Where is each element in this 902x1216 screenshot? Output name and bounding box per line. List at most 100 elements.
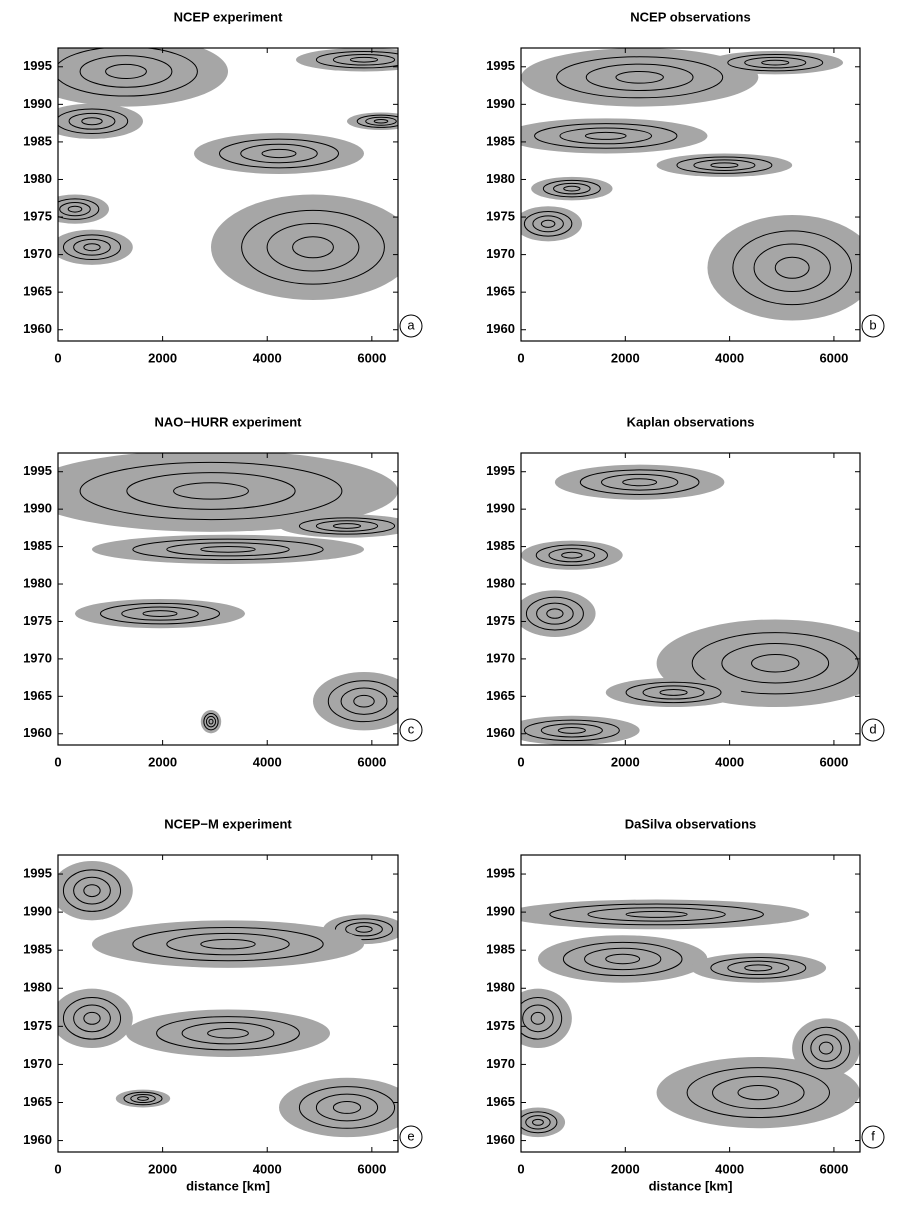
contour-line: [123, 1091, 163, 1106]
contour-line: [556, 56, 724, 99]
shaded-region: [521, 206, 583, 242]
shaded-region: [521, 988, 572, 1049]
contour-line: [642, 685, 705, 700]
contour-line: [521, 1111, 558, 1134]
x-tick-label: 4000: [715, 1161, 744, 1176]
y-tick-label: 1995: [23, 865, 52, 880]
y-tick-label: 1980: [486, 171, 515, 186]
y-tick-label: 1990: [23, 501, 52, 516]
contour-line: [355, 925, 373, 933]
contour-line: [587, 907, 726, 922]
x-tick-label: 6000: [357, 350, 386, 365]
contour-line: [540, 219, 556, 228]
panel-title: DaSilva observations: [625, 816, 757, 831]
contour-line: [753, 243, 831, 292]
shading: [58, 48, 398, 300]
panel-label-circle: [861, 1125, 885, 1149]
contour-line: [345, 922, 383, 937]
contour-line: [523, 719, 620, 742]
contour-line: [712, 1076, 805, 1110]
contour-line: [137, 1096, 149, 1101]
plot-frame: [57, 47, 399, 342]
contour-line: [732, 230, 853, 306]
contour-line: [553, 182, 591, 195]
contour-line: [744, 964, 773, 972]
shaded-region: [313, 672, 398, 731]
contour-line: [659, 689, 688, 696]
y-tick-label: 1965: [23, 1094, 52, 1109]
panel: NCEP observations 1960 1965 1970 1975 1980 198…: [486, 9, 885, 365]
x-tick-label: 2000: [611, 350, 640, 365]
contour-line: [751, 653, 800, 673]
shading: [521, 48, 860, 321]
contour-line: [691, 632, 859, 695]
shaded-region: [211, 194, 398, 300]
shading: [521, 464, 860, 745]
x-tick-label: 2000: [611, 1161, 640, 1176]
contour-line: [121, 606, 199, 621]
shading: [521, 899, 860, 1138]
contour-line: [710, 956, 807, 979]
contour-line: [727, 960, 790, 976]
y-tick-label: 1990: [486, 904, 515, 919]
contour-line: [625, 681, 722, 704]
contour-line: [625, 910, 688, 918]
y-tick-label: 1975: [486, 1018, 515, 1033]
contour-line: [58, 108, 129, 135]
contour-line: [373, 118, 389, 124]
y-tick-label: 1975: [23, 1018, 52, 1033]
panel-label-circle: [861, 314, 885, 338]
contour-line: [126, 472, 296, 510]
contour-line: [67, 205, 83, 213]
panel-label-circle: [399, 1125, 423, 1149]
contour-line: [332, 1101, 362, 1114]
contour-line: [100, 602, 220, 625]
panel-label: d: [869, 721, 876, 736]
y-tick-label: 1980: [486, 980, 515, 995]
y-tick-label: 1990: [23, 904, 52, 919]
panel-label: f: [871, 1128, 875, 1143]
panel-label-circle: [399, 718, 423, 742]
y-tick-label: 1985: [486, 133, 515, 148]
panel: NAO−HURR experiment 1960 1965 1970 1975 1980 1…: [23, 414, 423, 769]
contour-line: [522, 1004, 554, 1033]
contour-line: [721, 643, 830, 684]
plot-frame: [520, 854, 861, 1153]
x-tick-label: 4000: [253, 1161, 282, 1176]
panel: NCEP−M experiment 1960 1965 1970 1975 1980 198…: [23, 816, 423, 1193]
y-tick-label: 1990: [23, 96, 52, 111]
y-tick-label: 1985: [23, 942, 52, 957]
contour-line: [156, 1016, 300, 1051]
panel-label: b: [869, 317, 876, 332]
shaded-region: [58, 103, 143, 139]
plot-frame: [57, 854, 399, 1153]
panel-label: c: [408, 721, 415, 736]
y-tick-label: 1980: [23, 980, 52, 995]
contour-line: [62, 997, 122, 1040]
x-tick-label: 6000: [819, 350, 848, 365]
panel-title: NCEP−M experiment: [164, 816, 292, 831]
contour-line: [315, 51, 398, 69]
y-tick-label: 1970: [486, 650, 515, 665]
y-tick-label: 1985: [486, 942, 515, 957]
contour-line: [579, 469, 700, 495]
x-tick-label: 6000: [357, 1161, 386, 1176]
y-tick-label: 1995: [486, 463, 515, 478]
y-tick-label: 1975: [23, 208, 52, 223]
contour-line: [584, 131, 627, 140]
panel-title: NCEP experiment: [174, 9, 284, 24]
shaded-region: [58, 988, 133, 1049]
contour-line: [261, 148, 297, 159]
contour-line: [535, 544, 608, 566]
contour-line: [132, 926, 324, 962]
y-tick-label: 1960: [23, 1132, 52, 1147]
panel: DaSilva observations 1960 1965 1970 1975 1980…: [486, 816, 885, 1193]
contour-line: [130, 1094, 156, 1104]
contour-line: [173, 482, 249, 500]
contour-line: [203, 712, 219, 731]
x-tick-label: 6000: [357, 754, 386, 769]
y-tick-label: 1975: [23, 613, 52, 628]
panel: NCEP experiment 1960 1965 1970 1975 1980 1985 1…: [23, 9, 423, 365]
contour-line: [207, 1027, 249, 1039]
